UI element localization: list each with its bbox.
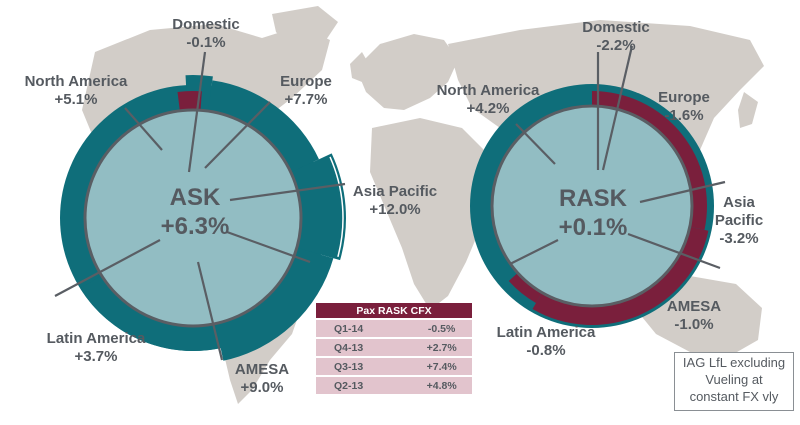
slice-name: Domestic (172, 16, 240, 33)
ask-title: ASK (169, 184, 221, 211)
ask-inner-circle (83, 108, 303, 328)
rask-label-amesa: AMESA -1.0% (654, 298, 734, 334)
ask-leader-asia-pacific (229, 182, 346, 202)
slice-name: AMESA (666, 298, 722, 315)
slice-value: -0.1% (186, 34, 226, 51)
ask-leader-europe (204, 101, 271, 169)
slice-value: +7.7% (284, 91, 328, 108)
table-row: Q4-13 +2.7% (316, 339, 472, 356)
period-cell: Q1-14 (316, 320, 412, 337)
ask-segment-domestic-negative (177, 91, 202, 111)
value-cell: +4.8% (411, 377, 472, 394)
slice-value: -2.2% (596, 37, 636, 54)
slice-value: -1.0% (674, 316, 714, 333)
uk-shape (350, 52, 370, 82)
ask-segment-europe (208, 80, 319, 173)
rask-title: RASK (558, 185, 627, 212)
rask-leader-amesa (627, 232, 721, 270)
rask-total: +0.1% (558, 214, 628, 241)
ask-leader-amesa (196, 261, 224, 361)
ask-center-label: ASK +6.3% (140, 183, 250, 241)
ask-leader-domestic (187, 51, 207, 173)
value-cell: +2.7% (411, 339, 472, 356)
rask-label-europe: Europe -1.6% (644, 89, 724, 125)
slice-value: +3.7% (74, 348, 118, 365)
rask-label-asia-pacific: Asia Pacific -3.2% (708, 194, 770, 248)
ask-segment-amesa (215, 247, 334, 361)
rask-segment-domestic-europe (592, 91, 708, 230)
ask-leader-north-america (124, 107, 163, 151)
rask-inner-circle (490, 104, 694, 308)
slice-value: +5.1% (54, 91, 98, 108)
ask-label-latin-america: Latin America +3.7% (26, 330, 166, 366)
slice-name: Asia Pacific (352, 183, 438, 200)
note-box: IAG LfL excluding Vueling at constant FX… (674, 352, 794, 411)
africa-shape (370, 118, 498, 310)
slice-value: -3.2% (719, 230, 759, 247)
value-cell: -0.5% (411, 320, 472, 337)
slice-name: North America (24, 73, 128, 90)
rask-segment-latin-america (508, 272, 542, 303)
value-cell: +7.4% (411, 358, 472, 375)
note-line: constant FX vly (689, 389, 779, 404)
slice-name: Europe (658, 89, 710, 106)
slice-name: Asia Pacific (714, 194, 764, 229)
slice-name: Latin America (46, 330, 146, 347)
ask-leader-ring-inner (226, 230, 311, 264)
ask-leader-latin-america (54, 239, 161, 297)
rask-leader-north-america (515, 123, 556, 165)
slice-name: North America (436, 82, 540, 99)
japan-shape (738, 92, 758, 128)
period-cell: Q3-13 (316, 358, 412, 375)
slice-value: +12.0% (369, 201, 421, 218)
rask-label-latin-america: Latin America -0.8% (476, 324, 616, 360)
rask-segment-asia-amesa-latam (532, 226, 709, 325)
slice-name: Latin America (496, 324, 596, 341)
table-row: Q1-14 -0.5% (316, 320, 472, 337)
note-line: IAG LfL excluding (682, 355, 786, 370)
ask-total: +6.3% (160, 213, 230, 240)
rask-leader-europe (601, 45, 634, 171)
slice-value: -1.6% (664, 107, 704, 124)
table-row: Q3-13 +7.4% (316, 358, 472, 375)
rings (54, 45, 726, 361)
slice-name: AMESA (234, 361, 290, 378)
table-row: Q2-13 +4.8% (316, 377, 472, 394)
pax-rask-table: Pax RASK CFX Q1-14 -0.5% Q4-13 +2.7% Q3-13… (316, 301, 472, 396)
slice-name: Domestic (582, 19, 650, 36)
europe-shape (356, 34, 458, 110)
period-cell: Q2-13 (316, 377, 412, 394)
ask-label-amesa: AMESA +9.0% (222, 361, 302, 397)
rask-leader-asia-pacific (639, 180, 726, 204)
slice-value: +4.2% (466, 100, 510, 117)
greenland-shape (272, 6, 338, 50)
ask-label-asia-pacific: Asia Pacific +12.0% (340, 183, 450, 219)
rask-label-domestic: Domestic -2.2% (571, 19, 661, 55)
ask-label-north-america: North America +5.1% (6, 73, 146, 109)
ask-segment-north-america (61, 86, 188, 288)
ask-label-europe: Europe +7.7% (266, 73, 346, 109)
ask-label-domestic: Domestic -0.1% (166, 16, 246, 52)
note-line: Vueling at (705, 372, 763, 387)
ask-asia-outline (329, 156, 344, 258)
rask-center-label: RASK +0.1% (531, 184, 655, 242)
rask-leader-latin-america (509, 239, 559, 265)
slice-value: +9.0% (240, 379, 284, 396)
rask-label-north-america: North America +4.2% (418, 82, 558, 118)
table-title: Pax RASK CFX (316, 303, 472, 318)
ask-segment-asia-pacific (290, 153, 347, 261)
period-cell: Q4-13 (316, 339, 412, 356)
slice-name: Europe (280, 73, 332, 90)
slice-value: -0.8% (526, 342, 566, 359)
